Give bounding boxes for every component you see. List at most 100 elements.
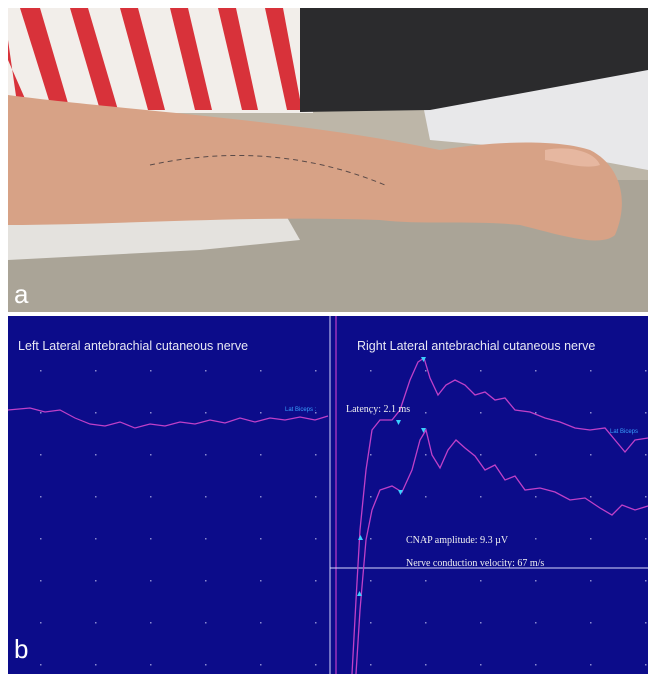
grid-dot [425,412,427,414]
grid-dot [315,496,317,498]
grid-dot [425,622,427,624]
grid-dot [535,412,537,414]
grid-dot [315,580,317,582]
grid-dot [40,496,42,498]
grid-dot [370,580,372,582]
grid-dot [370,664,372,666]
figure: a Left Lateral antebrachial cutaneous ne… [0,0,650,674]
grid-dot [590,664,592,666]
grid-dot [425,370,427,372]
grid-dot [370,370,372,372]
grid-dot [370,496,372,498]
grid-dot [40,454,42,456]
emg-panel: Left Lateral antebrachial cutaneous nerv… [8,316,648,674]
grid-dot [95,580,97,582]
grid-dot [370,454,372,456]
grid-dot [480,496,482,498]
panel-label: a [14,279,29,309]
grid-dot [150,538,152,540]
grid-dot [260,622,262,624]
grid-dot [590,496,592,498]
grid-dot [645,580,647,582]
grid-dot [370,538,372,540]
grid-dot [150,412,152,414]
photo-panel: a [8,8,648,312]
grid-dot [205,622,207,624]
grid-dot [260,538,262,540]
grid-dot [260,454,262,456]
grid-dot [645,496,647,498]
grid-dot [95,412,97,414]
grid-dot [645,412,647,414]
grid-dot [260,496,262,498]
grid-dot [315,538,317,540]
grid-dot [40,370,42,372]
grid-dot [260,580,262,582]
grid-dot [40,622,42,624]
grid-dot [425,580,427,582]
grid-dot [95,622,97,624]
grid-dot [205,580,207,582]
grid-dot [205,454,207,456]
left-title: Left Lateral antebrachial cutaneous nerv… [18,339,248,353]
grid-dot [645,622,647,624]
grid-dot [535,370,537,372]
velocity-label: Nerve conduction velocity: 67 m/s [406,558,544,569]
left-marker: Lat Biceps : [285,407,317,413]
grid-dot [535,622,537,624]
grid-dot [590,622,592,624]
grid-dot [150,622,152,624]
grid-dot [205,496,207,498]
grid-dot [260,370,262,372]
right-marker: Lat Biceps [610,429,638,435]
grid-dot [535,580,537,582]
grid-dot [315,370,317,372]
grid-dot [535,664,537,666]
grid-dot [480,664,482,666]
grid-dot [205,664,207,666]
grid-dot [645,538,647,540]
grid-dot [535,538,537,540]
grid-dot [205,370,207,372]
grid-dot [480,370,482,372]
grid-dot [480,454,482,456]
grid-dot [315,664,317,666]
grid-dot [205,412,207,414]
grid-dot [150,496,152,498]
grid-dot [535,496,537,498]
grid-dot [95,454,97,456]
grid-dot [95,496,97,498]
grid-dot [590,454,592,456]
grid-dot [590,538,592,540]
grid-dot [590,580,592,582]
amplitude-label: CNAP amplitude: 9.3 µV [406,535,509,546]
latency-label: Latency: 2.1 ms [346,404,410,415]
grid-dot [480,622,482,624]
grid-dot [40,580,42,582]
grid-dot [95,664,97,666]
right-title: Right Lateral antebrachial cutaneous ner… [357,339,595,353]
grid-dot [590,370,592,372]
screen-background [8,316,648,674]
grid-dot [95,370,97,372]
grid-dot [645,454,647,456]
grid-dot [425,496,427,498]
grid-dot [95,538,97,540]
grid-dot [480,580,482,582]
grid-dot [40,412,42,414]
grid-dot [150,370,152,372]
grid-dot [645,370,647,372]
panel-label: b [14,634,28,664]
grid-dot [260,664,262,666]
grid-dot [40,664,42,666]
grid-dot [645,664,647,666]
grid-dot [150,580,152,582]
grid-dot [590,412,592,414]
grid-dot [425,454,427,456]
grid-dot [315,622,317,624]
grid-dot [205,538,207,540]
grid-dot [425,664,427,666]
grid-dot [150,664,152,666]
grid-dot [315,454,317,456]
grid-dot [370,622,372,624]
